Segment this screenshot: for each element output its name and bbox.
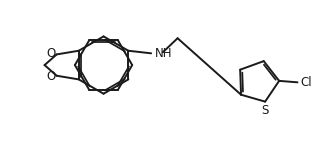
Text: NH: NH	[155, 47, 172, 60]
Text: O: O	[46, 70, 55, 83]
Text: S: S	[261, 104, 269, 117]
Text: Cl: Cl	[300, 76, 312, 89]
Text: O: O	[46, 47, 55, 60]
